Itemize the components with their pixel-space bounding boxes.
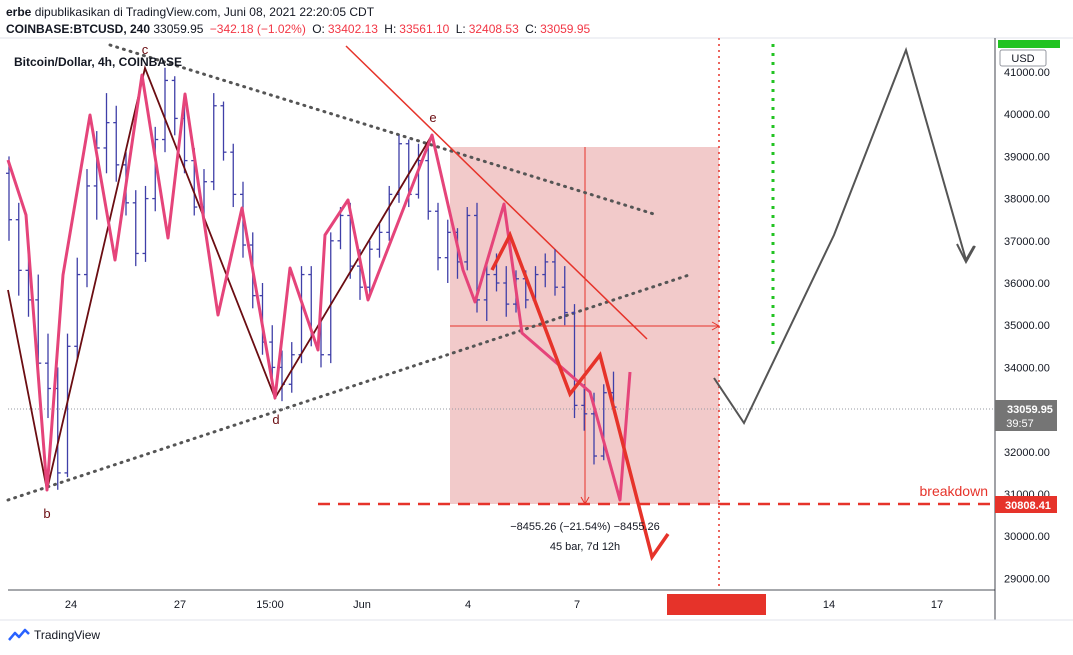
open-label: O: xyxy=(312,22,325,36)
x-tick-label: Jun xyxy=(353,599,371,611)
current-price-tag xyxy=(995,400,1057,431)
green-price-tag xyxy=(998,40,1060,48)
last-price: 33059.95 xyxy=(153,22,204,36)
y-tick-label: 38000.00 xyxy=(1004,194,1050,206)
candle xyxy=(366,240,373,296)
y-tick-label: 36000.00 xyxy=(1004,278,1050,290)
candle xyxy=(45,333,51,419)
candle xyxy=(132,190,139,267)
y-tick-label: 29000.00 xyxy=(1004,573,1050,585)
footer-brand[interactable]: TradingView xyxy=(34,628,101,642)
currency-label: USD xyxy=(1011,53,1034,65)
lower-trendline[interactable] xyxy=(6,272,694,502)
author[interactable]: erbe xyxy=(6,5,32,19)
candle xyxy=(230,143,237,208)
x-tick-label: 24 xyxy=(65,599,77,611)
price-change: −342.18 (−1.02%) xyxy=(209,22,306,36)
candle xyxy=(220,101,227,161)
low-label: L: xyxy=(455,22,466,36)
breakdown-price-value: 30808.41 xyxy=(1005,500,1051,512)
close-value: 33059.95 xyxy=(540,22,591,36)
measure-text-2: 45 bar, 7d 12h xyxy=(550,541,620,553)
currency-box[interactable] xyxy=(999,49,1047,67)
y-tick-label: 32000.00 xyxy=(1004,447,1050,459)
y-tick-label: 37000.00 xyxy=(1004,236,1050,248)
candle xyxy=(74,257,81,359)
wave-label-d: d xyxy=(272,412,279,427)
candle xyxy=(113,105,120,182)
x-tick-label: 17 xyxy=(931,599,943,611)
candle xyxy=(152,126,159,212)
x-tick-label: 7 xyxy=(574,599,580,611)
high-label: H: xyxy=(384,22,397,36)
y-tick-label: 40000.00 xyxy=(1004,109,1050,121)
candle xyxy=(464,207,471,271)
candle xyxy=(561,266,568,326)
candle xyxy=(600,384,607,461)
wave-label-c: c xyxy=(142,42,149,57)
x-tick-label: 15:00 xyxy=(256,599,284,611)
forecast-path[interactable] xyxy=(713,46,975,426)
candle xyxy=(483,261,490,321)
candle xyxy=(571,304,578,419)
candle xyxy=(327,232,334,364)
candle xyxy=(269,325,276,381)
projection-path[interactable] xyxy=(490,230,670,562)
candle xyxy=(84,169,90,288)
x-tick-label: 14 xyxy=(823,599,835,611)
forecast-arrowhead xyxy=(956,243,976,265)
chart-header: erbe dipublikasikan di TradingView.com, … xyxy=(6,4,593,38)
x-tick-label: 27 xyxy=(174,599,186,611)
breakdown-text: breakdown xyxy=(920,483,989,499)
candle xyxy=(444,219,451,283)
candle xyxy=(376,223,383,258)
candle xyxy=(581,384,588,431)
published-text: dipublikasikan di TradingView.com, Juni … xyxy=(34,5,375,19)
candle xyxy=(552,249,558,296)
candle xyxy=(435,202,441,271)
candle xyxy=(425,143,432,220)
candle xyxy=(288,342,295,393)
measure-text-1: −8455.26 (−21.54%) −8455.26 xyxy=(510,521,660,533)
wave-line[interactable] xyxy=(6,73,632,502)
x-tick-label: 4 xyxy=(465,599,471,611)
candle xyxy=(15,202,22,296)
date-tag xyxy=(667,594,766,615)
y-tick-label: 34000.00 xyxy=(1004,362,1050,374)
y-tick-label: 39000.00 xyxy=(1004,151,1050,163)
wave-label-e: e xyxy=(429,110,436,125)
candle xyxy=(542,253,549,288)
current-price-value: 33059.95 xyxy=(1007,404,1053,416)
candle xyxy=(210,93,217,191)
chart-title: Bitcoin/Dollar, 4h, COINBASE xyxy=(14,55,182,69)
open-value: 33402.13 xyxy=(327,22,378,36)
close-label: C: xyxy=(525,22,538,36)
candle xyxy=(142,185,149,262)
y-tick-label: 35000.00 xyxy=(1004,320,1050,332)
candle xyxy=(162,67,168,153)
footer: TradingView xyxy=(8,628,100,642)
y-tick-label: 41000.00 xyxy=(1004,67,1050,79)
upper-trendline[interactable] xyxy=(108,43,659,217)
countdown: 39:57 xyxy=(1006,418,1034,430)
candle xyxy=(503,266,510,317)
symbol[interactable]: COINBASE:BTCUSD, 240 xyxy=(6,22,151,36)
candle xyxy=(6,156,12,241)
breakdown-price-tag xyxy=(995,496,1057,513)
tradingview-logo-icon[interactable] xyxy=(8,628,30,642)
low-value: 32408.53 xyxy=(468,22,519,36)
y-tick-label: 30000.00 xyxy=(1004,531,1050,543)
candle xyxy=(103,93,110,174)
wave-label-b: b xyxy=(43,506,50,521)
zigzag-abcde[interactable] xyxy=(7,64,433,491)
resistance-line[interactable] xyxy=(345,45,648,340)
candle xyxy=(386,185,393,241)
high-value: 33561.10 xyxy=(399,22,450,36)
candle xyxy=(171,76,178,136)
